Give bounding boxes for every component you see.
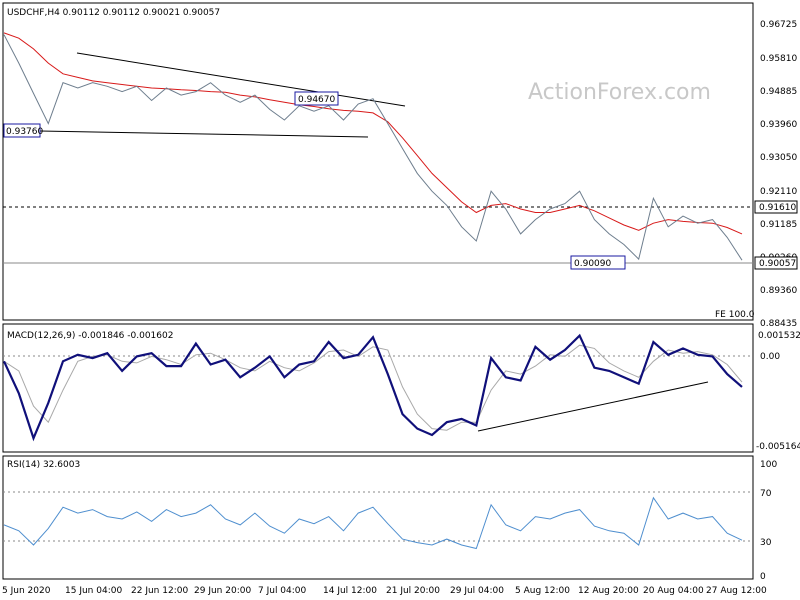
- price-tick: 0.93050: [760, 153, 797, 163]
- axis-current-price-box: 0.90057: [754, 256, 798, 270]
- date-tick: 5 Jun 2020: [2, 586, 51, 596]
- price-tick: 0.95810: [760, 54, 797, 64]
- date-x-axis: 5 Jun 2020 15 Jun 04:00 22 Jun 12:00 29 …: [2, 586, 767, 596]
- fe-annotation: FE 100.0: [715, 310, 755, 320]
- macd-main-line: [3, 333, 743, 442]
- date-tick: 14 Jul 12:00: [323, 586, 377, 596]
- price-upper-trendline: [76, 52, 406, 107]
- macd-panel-frame: [2, 323, 754, 453]
- date-tick: 12 Aug 20:00: [578, 586, 639, 596]
- rsi-tick: 0: [760, 572, 766, 582]
- date-tick: 22 Jun 12:00: [131, 586, 188, 596]
- price-tick: 0.89360: [760, 286, 797, 296]
- svg-text:0.91610: 0.91610: [759, 203, 796, 213]
- watermark: ActionForex.com: [528, 80, 711, 105]
- price-tick: 0.91185: [760, 220, 797, 230]
- price-lower-trendline: [39, 130, 369, 138]
- rsi-title: RSI(14) 32.6003: [7, 460, 80, 470]
- axis-level-box-0.91610: 0.91610: [754, 200, 798, 214]
- price-tick: 0.92110: [760, 187, 797, 197]
- date-tick: 27 Aug 12:00: [706, 586, 767, 596]
- macd-tick: 0.00: [760, 352, 780, 362]
- macd-signal-line: [3, 344, 743, 431]
- date-tick: 29 Jun 20:00: [194, 586, 251, 596]
- level-box-0.93760: 0.93760: [3, 123, 43, 138]
- price-tick: 0.96725: [760, 20, 797, 30]
- level-box-0.90090: 0.90090: [570, 255, 626, 270]
- rsi-tick: 70: [760, 489, 772, 499]
- price-tick: 0.88435: [760, 319, 797, 329]
- macd-y-axis: 0.001532 0.00 -0.005164: [756, 331, 800, 452]
- svg-text:0.90090: 0.90090: [574, 259, 611, 269]
- price-line: [3, 34, 743, 261]
- price-panel-frame: [2, 2, 754, 321]
- price-tick: 0.93960: [760, 120, 797, 130]
- date-tick: 7 Jul 04:00: [258, 586, 307, 596]
- macd-tick: 0.001532: [758, 331, 800, 341]
- macd-tick: -0.005164: [756, 442, 800, 452]
- rsi-y-axis: 100 70 30 0: [760, 460, 777, 582]
- date-tick: 21 Jul 20:00: [386, 586, 440, 596]
- rsi-tick: 100: [760, 460, 777, 470]
- date-tick: 29 Jul 04:00: [450, 586, 504, 596]
- rsi-tick: 30: [760, 538, 772, 548]
- level-box-0.94670: 0.94670: [294, 91, 339, 106]
- svg-text:0.93760: 0.93760: [6, 127, 43, 137]
- moving-average-line: [3, 32, 743, 235]
- date-tick: 5 Aug 12:00: [515, 586, 570, 596]
- svg-text:0.90057: 0.90057: [759, 259, 796, 269]
- price-tick: 0.94885: [760, 87, 797, 97]
- rsi-line: [3, 496, 743, 550]
- date-tick: 15 Jun 04:00: [65, 586, 122, 596]
- symbol-header: USDCHF,H4 0.90112 0.90112 0.90021 0.9005…: [7, 8, 220, 18]
- rsi-panel-frame: [2, 455, 754, 580]
- date-tick: 20 Aug 04:00: [643, 586, 704, 596]
- svg-text:0.94670: 0.94670: [298, 95, 335, 105]
- macd-title: MACD(12,26,9) -0.001846 -0.001602: [7, 331, 173, 341]
- macd-trendline: [477, 381, 709, 432]
